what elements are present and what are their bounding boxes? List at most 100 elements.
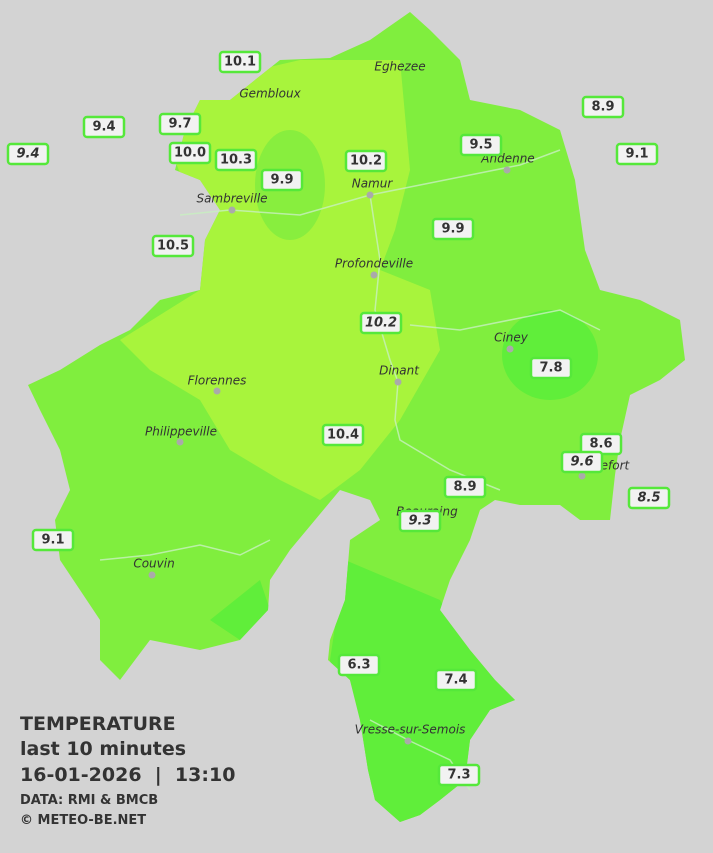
station-box <box>168 141 212 165</box>
city-dot <box>176 438 184 446</box>
station-box <box>82 115 126 139</box>
station-box <box>344 149 388 173</box>
city-label: Namur <box>352 177 394 191</box>
station-box <box>443 475 487 499</box>
title: TEMPERATURE <box>20 713 176 735</box>
station: 9.9 <box>431 217 475 241</box>
station-box <box>434 668 478 692</box>
city-dot <box>506 345 514 353</box>
station-box <box>431 217 475 241</box>
station-value: 9.7 <box>168 117 191 132</box>
station-value: 9.1 <box>41 533 64 548</box>
city-dot <box>404 737 412 745</box>
station: 9.4 <box>6 142 50 166</box>
station: 10.2 <box>359 311 403 335</box>
station-value: 6.3 <box>347 658 370 673</box>
city-dot <box>228 206 236 214</box>
station-value: 7.3 <box>447 768 470 783</box>
city-dot <box>394 378 402 386</box>
header: TEMPERATURE last 10 minutes 16-01-2026 |… <box>20 713 235 828</box>
station: 9.7 <box>158 112 202 136</box>
station-value: 9.9 <box>441 222 464 237</box>
station-value: 10.4 <box>327 428 359 443</box>
station-value: 10.3 <box>220 153 252 168</box>
station-value: 8.9 <box>591 100 614 115</box>
station-box <box>581 95 625 119</box>
station-box <box>151 234 195 258</box>
station: 10.5 <box>151 234 195 258</box>
station-value: 9.3 <box>408 514 431 529</box>
station: 8.5 <box>627 486 671 510</box>
city-label: Ciney <box>494 331 529 345</box>
stations: 10.1 8.9 9.4 9.7 9.5 9.4 10.0 10.3 10.2 9.1 9.9 9.9… <box>6 50 671 787</box>
station-value: 10.0 <box>174 146 206 161</box>
station-box <box>615 142 659 166</box>
station-box <box>398 509 442 533</box>
station: 9.9 <box>260 168 304 192</box>
station: 10.3 <box>214 148 258 172</box>
city-label: Sambreville <box>196 192 267 206</box>
city-dot <box>213 387 221 395</box>
station: 9.1 <box>615 142 659 166</box>
city-dot <box>148 571 156 579</box>
timestamp: 16-01-2026 | 13:10 <box>20 764 235 786</box>
city-label: Dinant <box>379 364 420 378</box>
station-box <box>6 142 50 166</box>
station-value: 10.5 <box>157 239 189 254</box>
station-box <box>529 356 573 380</box>
city-label: Profondeville <box>335 257 413 271</box>
city-label: Gembloux <box>239 87 301 101</box>
station-value: 9.4 <box>16 147 39 162</box>
station-value: 9.6 <box>570 455 593 470</box>
station-value: 9.9 <box>270 173 293 188</box>
station-value: 10.2 <box>365 316 397 331</box>
station: 6.3 <box>337 653 381 677</box>
station: 10.1 <box>218 50 262 74</box>
city-dot <box>366 191 374 199</box>
station-box <box>214 148 258 172</box>
station: 8.9 <box>443 475 487 499</box>
city-label: Couvin <box>133 557 174 571</box>
station: 10.0 <box>168 141 212 165</box>
city-label: Philippeville <box>145 425 217 439</box>
station-box <box>437 763 481 787</box>
city-label: Florennes <box>188 374 247 388</box>
station: 7.3 <box>437 763 481 787</box>
station: 8.9 <box>581 95 625 119</box>
station-value: 8.6 <box>589 437 612 452</box>
station-box <box>260 168 304 192</box>
station: 9.5 <box>459 133 503 157</box>
station-value: 10.2 <box>350 154 382 169</box>
station: 7.8 <box>529 356 573 380</box>
station: 9.4 <box>82 115 126 139</box>
city-dot <box>370 271 378 279</box>
station: 7.4 <box>434 668 478 692</box>
station-value: 9.1 <box>625 147 648 162</box>
station-box <box>218 50 262 74</box>
city-dot <box>578 472 586 480</box>
station-value: 9.5 <box>469 138 492 153</box>
subtitle: last 10 minutes <box>20 738 186 760</box>
station-value: 8.9 <box>453 480 476 495</box>
station-box <box>459 133 503 157</box>
station-box <box>337 653 381 677</box>
station: 10.2 <box>344 149 388 173</box>
station-value: 10.1 <box>224 55 256 70</box>
city-label: Vresse-sur-Semois <box>355 723 466 737</box>
copyright: © METEO-BE.NET <box>20 813 146 828</box>
cities: EghezeeGemblouxAndenneNamurSambrevillePr… <box>133 60 631 745</box>
city-dot <box>503 166 511 174</box>
station: 9.3 <box>398 509 442 533</box>
source: DATA: RMI & BMCB <box>20 793 158 808</box>
station-box <box>31 528 75 552</box>
station-box <box>321 423 365 447</box>
station: 10.4 <box>321 423 365 447</box>
station: 9.6 <box>560 450 604 474</box>
station-box <box>627 486 671 510</box>
station: 9.1 <box>31 528 75 552</box>
station-box <box>560 450 604 474</box>
city-label: Eghezee <box>374 60 425 74</box>
station-value: 8.5 <box>637 491 660 506</box>
